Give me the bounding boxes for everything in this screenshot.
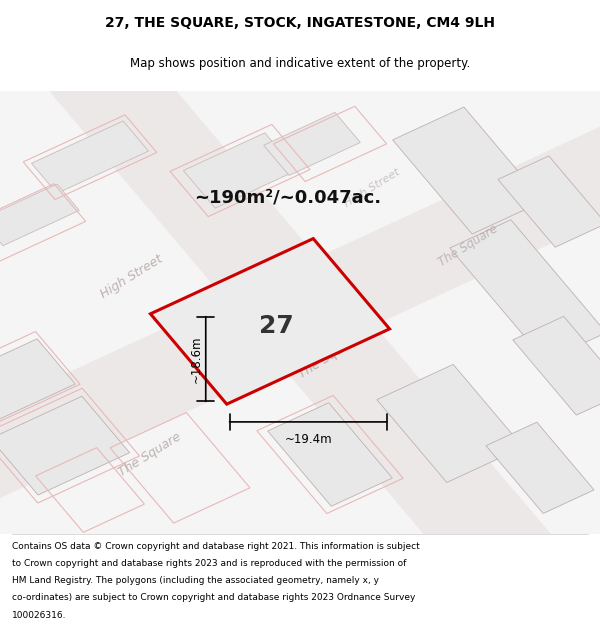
Polygon shape [377, 364, 523, 482]
Polygon shape [268, 402, 392, 506]
Polygon shape [0, 396, 130, 495]
Polygon shape [202, 263, 362, 371]
Text: The Square: The Square [436, 222, 500, 269]
Text: Contains OS data © Crown copyright and database right 2021. This information is : Contains OS data © Crown copyright and d… [0, 624, 1, 625]
Text: to Crown copyright and database rights 2023 and is reproduced with the permissio: to Crown copyright and database rights 2… [12, 559, 406, 568]
Text: The Square: The Square [116, 430, 184, 479]
Polygon shape [31, 121, 149, 193]
Text: Map shows position and indicative extent of the property.: Map shows position and indicative extent… [130, 57, 470, 70]
Polygon shape [0, 339, 75, 419]
Text: ~18.6m: ~18.6m [190, 335, 203, 382]
Polygon shape [0, 91, 600, 534]
Text: 100026316.: 100026316. [12, 611, 67, 619]
Text: ~19.4m: ~19.4m [284, 433, 332, 446]
Polygon shape [498, 156, 600, 248]
Polygon shape [151, 239, 389, 404]
Text: ~190m²/~0.047ac.: ~190m²/~0.047ac. [194, 188, 382, 206]
Polygon shape [450, 220, 600, 361]
Text: HM Land Registry. The polygons (including the associated geometry, namely x, y: HM Land Registry. The polygons (includin… [12, 576, 379, 585]
Polygon shape [263, 112, 361, 176]
Text: 27, THE SQUARE, STOCK, INGATESTONE, CM4 9LH: 27, THE SQUARE, STOCK, INGATESTONE, CM4 … [105, 16, 495, 29]
Text: co-ordinates) are subject to Crown copyright and database rights 2023 Ordnance S: co-ordinates) are subject to Crown copyr… [12, 593, 415, 602]
Polygon shape [486, 422, 594, 514]
Text: High Street: High Street [98, 253, 166, 301]
Polygon shape [184, 133, 296, 208]
Polygon shape [0, 184, 79, 246]
Text: The Square: The Square [296, 332, 364, 381]
Text: Contains OS data © Crown copyright and database right 2021. This information is : Contains OS data © Crown copyright and d… [12, 542, 420, 551]
Polygon shape [392, 107, 544, 234]
Polygon shape [513, 316, 600, 415]
Text: 27: 27 [259, 314, 293, 338]
Text: High Street: High Street [343, 168, 401, 209]
